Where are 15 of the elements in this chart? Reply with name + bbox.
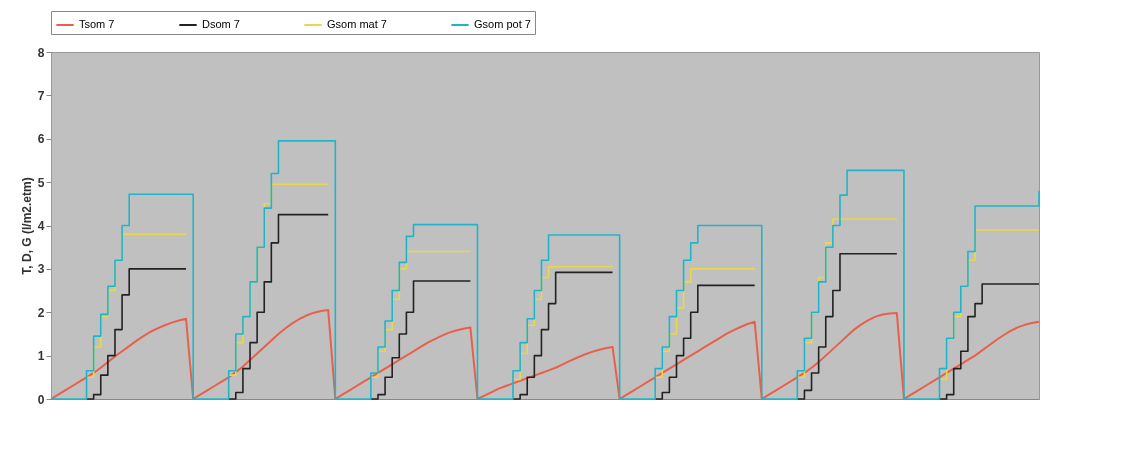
legend-label: Tsom 7 — [79, 18, 115, 30]
legend-label: Dsom 7 — [202, 18, 240, 30]
y-tick-label: 2 — [37, 305, 45, 320]
y-tick-label: 6 — [37, 132, 45, 147]
y-tick-label: 0 — [37, 392, 45, 407]
y-tick-label: 1 — [37, 349, 45, 364]
y-tick-label: 5 — [37, 175, 45, 190]
y-axis-title: T, D, G (l/m2.etm) — [19, 177, 34, 275]
line-series — [50, 309, 1040, 400]
y-tick-label: 8 — [37, 45, 45, 60]
legend-label: Gsom mat 7 — [327, 18, 387, 30]
y-tick-label: 4 — [37, 219, 45, 233]
y-tick-label: 3 — [37, 262, 45, 277]
legend-label: Gsom pot 7 — [474, 18, 531, 30]
y-tick-label: 7 — [37, 88, 45, 103]
